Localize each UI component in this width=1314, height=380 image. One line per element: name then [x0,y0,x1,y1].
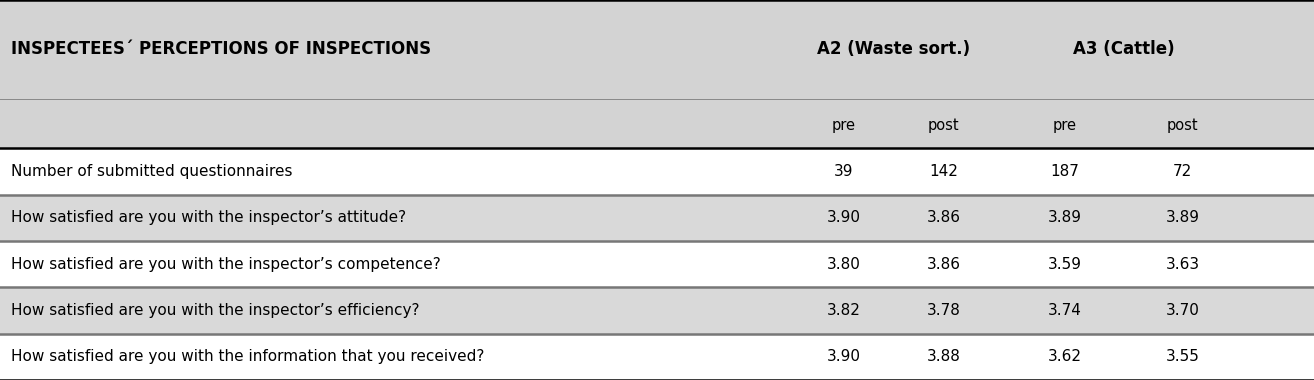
Text: 72: 72 [1173,164,1192,179]
Text: 3.88: 3.88 [926,349,961,364]
Text: Number of submitted questionnaires: Number of submitted questionnaires [11,164,292,179]
Text: 3.86: 3.86 [926,210,961,225]
Text: post: post [928,119,959,133]
Text: 3.70: 3.70 [1166,303,1200,318]
Text: 3.90: 3.90 [827,349,861,364]
Text: 3.90: 3.90 [827,210,861,225]
Text: How satisfied are you with the inspector’s competence?: How satisfied are you with the inspector… [11,256,440,272]
Text: pre: pre [1053,119,1076,133]
FancyBboxPatch shape [0,334,1314,380]
Text: 3.89: 3.89 [1166,210,1200,225]
Text: 3.89: 3.89 [1047,210,1081,225]
Text: INSPECTEES´ PERCEPTIONS OF INSPECTIONS: INSPECTEES´ PERCEPTIONS OF INSPECTIONS [11,40,431,58]
Text: How satisfied are you with the inspector’s attitude?: How satisfied are you with the inspector… [11,210,406,225]
Text: 3.59: 3.59 [1047,256,1081,272]
Text: 142: 142 [929,164,958,179]
Text: 3.82: 3.82 [827,303,861,318]
FancyBboxPatch shape [0,241,1314,287]
Text: How satisfied are you with the information that you received?: How satisfied are you with the informati… [11,349,484,364]
FancyBboxPatch shape [0,287,1314,334]
Text: 3.86: 3.86 [926,256,961,272]
Text: post: post [1167,119,1198,133]
FancyBboxPatch shape [0,0,1314,148]
Text: 187: 187 [1050,164,1079,179]
Text: 3.63: 3.63 [1166,256,1200,272]
Text: 3.78: 3.78 [926,303,961,318]
Text: 3.62: 3.62 [1047,349,1081,364]
Text: pre: pre [832,119,855,133]
Text: How satisfied are you with the inspector’s efficiency?: How satisfied are you with the inspector… [11,303,419,318]
FancyBboxPatch shape [0,148,1314,195]
Text: A2 (Waste sort.): A2 (Waste sort.) [817,40,970,58]
Text: 3.74: 3.74 [1047,303,1081,318]
FancyBboxPatch shape [0,195,1314,241]
Text: 3.55: 3.55 [1166,349,1200,364]
Text: 3.80: 3.80 [827,256,861,272]
Text: A3 (Cattle): A3 (Cattle) [1072,40,1175,58]
Text: 39: 39 [834,164,853,179]
